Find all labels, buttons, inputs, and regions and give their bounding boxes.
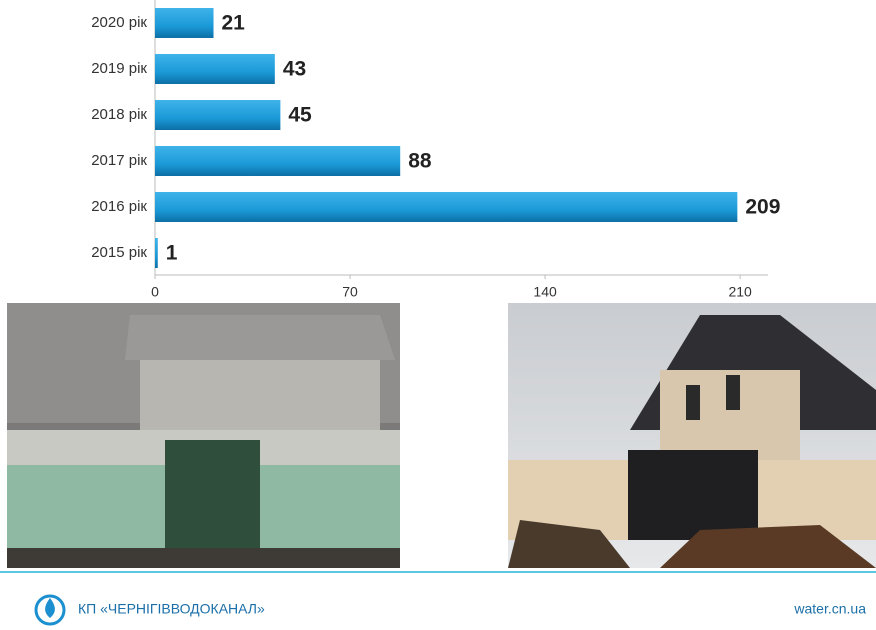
x-tick-label: 70 — [342, 284, 358, 300]
logo — [36, 596, 64, 624]
bar — [155, 146, 400, 176]
x-tick-label: 210 — [728, 284, 752, 300]
x-tick-label: 140 — [533, 284, 557, 300]
y-tick-label: 2016 рік — [91, 198, 147, 215]
value-label: 43 — [283, 58, 306, 81]
value-label: 88 — [408, 150, 432, 173]
y-tick-label: 2019 рік — [91, 60, 147, 77]
bar — [155, 238, 158, 268]
value-label: 21 — [222, 12, 246, 35]
y-tick-label: 2018 рік — [91, 106, 147, 123]
value-label: 45 — [288, 104, 312, 127]
photo-left — [7, 303, 400, 568]
value-label: 209 — [745, 196, 780, 219]
organization-name: КП «ЧЕРНІГІВВОДОКАНАЛ» — [78, 601, 265, 617]
y-tick-label: 2017 рік — [91, 152, 147, 169]
page: 0 70 140 210 2020 рік 21 2019 рік 43 2018 рік 45 2… — [0, 0, 876, 630]
bar — [155, 8, 214, 38]
bar — [155, 54, 275, 84]
slide: 0 70 140 210 2020 рік 21 2019 рік 43 2018 рік 45 2… — [0, 0, 876, 630]
value-label: 1 — [166, 242, 178, 265]
bar-chart: 0 70 140 210 2020 рік 21 2019 рік 43 2018 рік 45 2… — [91, 0, 780, 300]
y-tick-label: 2015 рік — [91, 244, 147, 261]
photo-right — [508, 303, 876, 568]
y-tick-label: 2020 рік — [91, 14, 147, 31]
bar — [155, 192, 737, 222]
website: water.cn.ua — [793, 601, 866, 617]
bar — [155, 100, 280, 130]
x-tick-label: 0 — [151, 284, 159, 300]
